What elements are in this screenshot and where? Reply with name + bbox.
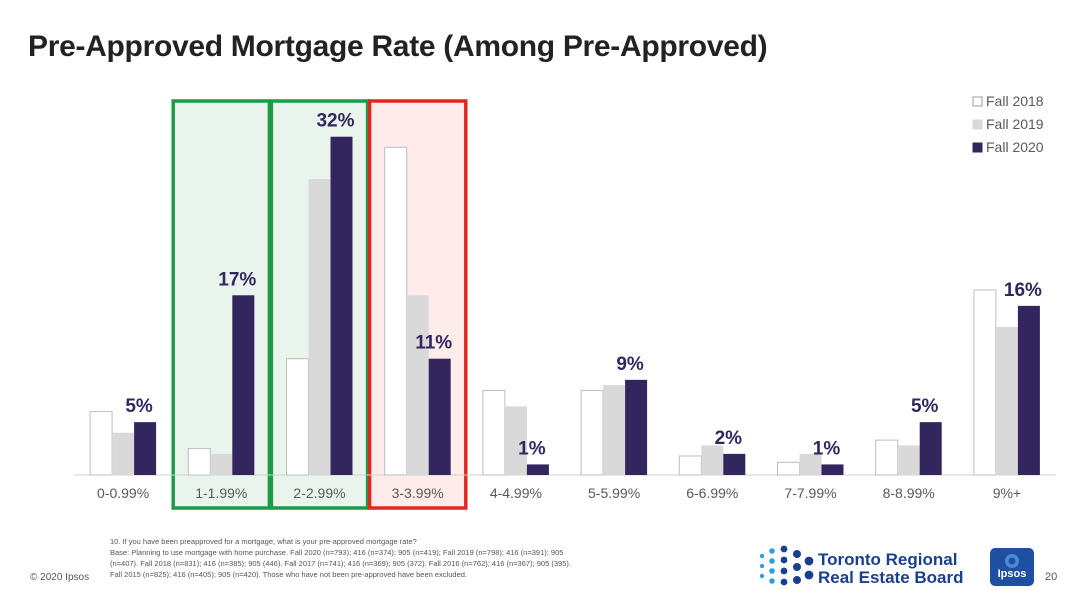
copyright: © 2020 Ipsos	[30, 572, 90, 583]
bar-fall-2020	[232, 295, 255, 475]
footnote-line: 10. If you have been preapproved for a m…	[110, 537, 417, 546]
data-label: 1%	[813, 438, 841, 459]
trreb-logo: Toronto Regional Real Estate Board	[756, 544, 976, 588]
bar-fall-2019	[995, 327, 1018, 475]
x-tick-label: 8-8.99%	[883, 485, 935, 501]
bar-fall-2019	[897, 445, 920, 475]
mortgage-rate-bar-chart: 5% 0-0.99% 17% 1-1.99% 32% 2-2.99% 11% 3-3.99% 1…	[74, 93, 1056, 510]
bar-fall-2018	[678, 455, 702, 476]
x-tick-label: 9%+	[993, 485, 1021, 501]
data-label: 2%	[715, 428, 743, 449]
legend-label: Fall 2020	[986, 139, 1044, 155]
bar-fall-2019	[799, 453, 822, 475]
bar-fall-2018	[89, 411, 113, 476]
bar-fall-2018	[187, 448, 211, 476]
bar-fall-2018	[973, 289, 997, 476]
bar-fall-2018	[482, 389, 506, 476]
x-tick-label: 4-4.99%	[490, 485, 542, 501]
page-number: 20	[1045, 571, 1058, 583]
bar-fall-2020	[723, 453, 746, 475]
bar-fall-2019	[210, 453, 233, 475]
bar-fall-2020	[134, 422, 157, 475]
bar-fall-2019	[308, 179, 331, 475]
bar-fall-2019	[701, 445, 724, 475]
page-title: Pre-Approved Mortgage Rate (Among Pre-Ap…	[28, 30, 768, 63]
x-tick-label: 2-2.99%	[293, 485, 345, 501]
bar-fall-2020	[330, 136, 353, 475]
legend-swatch	[972, 142, 983, 153]
data-label: 16%	[1004, 280, 1042, 301]
bar-fall-2019	[504, 406, 527, 475]
data-label: 11%	[415, 333, 452, 354]
bar-fall-2020	[1017, 305, 1040, 475]
x-tick-label: 3-3.99%	[392, 485, 444, 501]
legend-label: Fall 2019	[986, 116, 1044, 132]
x-tick-label: 6-6.99%	[686, 485, 738, 501]
footnote: 10. If you have been preapproved for a m…	[110, 536, 710, 580]
footnote-line: Base: Planning to use mortgage with home…	[110, 548, 564, 557]
bar-fall-2019	[406, 295, 429, 475]
legend-swatch	[972, 119, 983, 130]
bar-fall-2018	[384, 146, 408, 476]
bar-fall-2020	[821, 464, 844, 475]
data-label: 32%	[316, 111, 354, 132]
highlight-box	[171, 99, 272, 510]
x-tick-label: 7-7.99%	[784, 485, 836, 501]
x-tick-label: 1-1.99%	[195, 485, 247, 501]
bar-fall-2020	[625, 379, 648, 475]
bar-fall-2018	[286, 358, 309, 476]
bar-fall-2019	[603, 385, 626, 475]
bar-fall-2018	[875, 439, 899, 476]
trreb-dots-icon	[759, 545, 814, 586]
legend-swatch	[972, 96, 983, 107]
data-label: 9%	[616, 354, 644, 375]
data-label: 17%	[218, 269, 256, 290]
bar-fall-2020	[526, 464, 549, 475]
footnote-line: Fall 2015 (n=825); 416 (n=405); 905 (n=4…	[110, 570, 467, 579]
trreb-name: Toronto Regional Real Estate Board	[818, 551, 964, 587]
trreb-name-line-1: Toronto Regional	[818, 550, 958, 569]
ipsos-wordmark: Ipsos	[997, 568, 1027, 580]
ipsos-logo: Ipsos	[990, 548, 1034, 586]
x-tick-label: 0-0.99%	[97, 485, 149, 501]
trreb-name-line-2: Real Estate Board	[818, 568, 964, 587]
bar-fall-2018	[777, 461, 800, 476]
x-tick-label: 5-5.99%	[588, 485, 640, 501]
data-label: 5%	[911, 396, 939, 417]
bar-fall-2020	[428, 358, 451, 475]
footnote-line: (n=407). Fall 2018 (n=831); 416 (n=385);…	[110, 559, 571, 568]
data-label: 1%	[518, 438, 546, 459]
bar-fall-2020	[919, 422, 942, 475]
legend-label: Fall 2018	[986, 93, 1044, 109]
bar-fall-2019	[112, 432, 135, 475]
data-label: 5%	[125, 396, 153, 417]
ipsos-mark-icon	[1005, 554, 1019, 568]
bar-fall-2018	[580, 389, 604, 476]
